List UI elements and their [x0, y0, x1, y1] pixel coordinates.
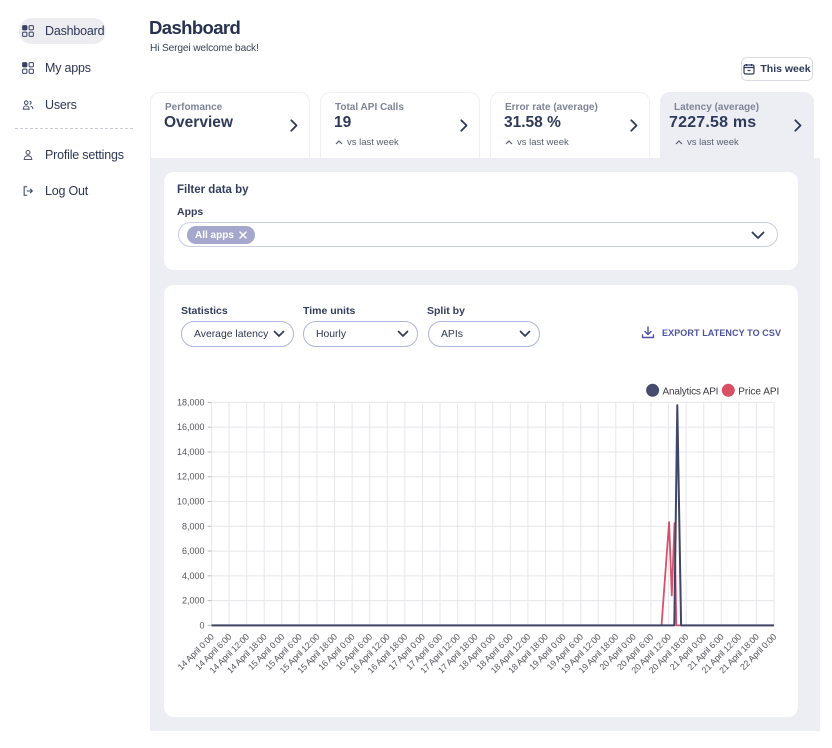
- svg-text:Analytics API: Analytics API: [663, 386, 719, 397]
- svg-text:8,000: 8,000: [182, 521, 205, 531]
- svg-text:Price API: Price API: [738, 386, 779, 397]
- svg-text:10,000: 10,000: [177, 497, 205, 507]
- svg-text:14,000: 14,000: [177, 447, 205, 457]
- svg-text:12,000: 12,000: [177, 472, 205, 482]
- svg-text:18,000: 18,000: [177, 397, 205, 407]
- svg-text:0: 0: [199, 620, 204, 630]
- svg-text:4,000: 4,000: [182, 571, 205, 581]
- svg-text:2,000: 2,000: [182, 596, 205, 606]
- svg-text:6,000: 6,000: [182, 546, 205, 556]
- svg-text:16,000: 16,000: [177, 422, 205, 432]
